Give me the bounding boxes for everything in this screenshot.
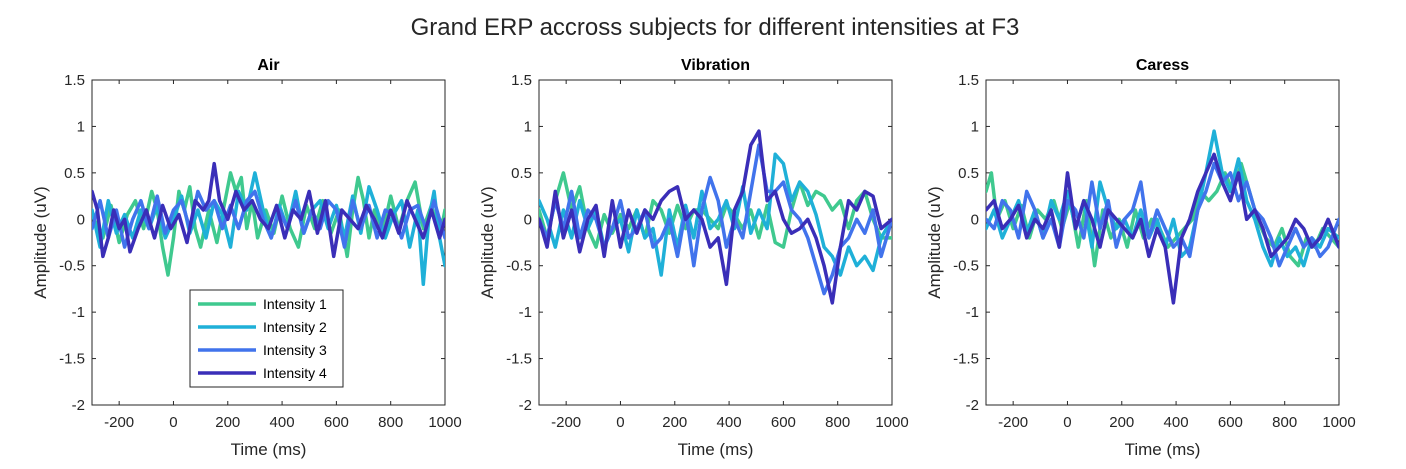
x-tick-label: 1000 bbox=[875, 414, 908, 431]
y-tick-label: 0.5 bbox=[958, 165, 979, 182]
panel-air: Air -200 0 200 400 600 800 1000 1.5 1 0.5 0 -0.5 -1 -1… bbox=[31, 57, 462, 459]
y-axis-label: Amplitude (uV) bbox=[31, 186, 50, 298]
y-tick-label: 0.5 bbox=[511, 165, 532, 182]
panel-title: Vibration bbox=[681, 57, 750, 74]
y-tick-label: 0 bbox=[77, 211, 85, 228]
legend-label-intensity-1: Intensity 1 bbox=[263, 296, 327, 312]
series-line-intensity-4 bbox=[92, 161, 445, 259]
y-axis-label: Amplitude (uV) bbox=[478, 186, 497, 298]
y-tick-label: -1 bbox=[519, 304, 532, 321]
x-tick-label: 600 bbox=[771, 414, 796, 431]
y-tick-label: 0.5 bbox=[64, 165, 85, 182]
y-tick-label: -0.5 bbox=[59, 258, 85, 275]
x-tick-label: -200 bbox=[104, 414, 134, 431]
x-tick-label: 800 bbox=[1272, 414, 1297, 431]
series-line-intensity-3 bbox=[986, 161, 1339, 268]
panel-vibration: Vibration -200 0 200 400 600 800 1000 1.5 1 0.5 0 -0… bbox=[478, 57, 909, 459]
panel-title: Air bbox=[257, 57, 279, 74]
panel-caress: Caress -200 0 200 400 600 800 1000 1.5 1 0.5 0 -0.5 -… bbox=[925, 57, 1356, 459]
x-tick-label: 0 bbox=[1063, 414, 1071, 431]
x-tick-label: 400 bbox=[1164, 414, 1189, 431]
x-tick-label: 0 bbox=[616, 414, 624, 431]
y-tick-label: -0.5 bbox=[506, 258, 532, 275]
x-tick-label: 600 bbox=[324, 414, 349, 431]
y-tick-label: -2 bbox=[966, 397, 979, 414]
y-tick-label: 1 bbox=[971, 118, 979, 135]
x-axis-label: Time (ms) bbox=[1125, 440, 1201, 459]
x-tick-label: -200 bbox=[998, 414, 1028, 431]
legend: Intensity 1 Intensity 2 Intensity 3 Intensi… bbox=[189, 289, 344, 388]
x-tick-label: 200 bbox=[662, 414, 687, 431]
y-tick-label: 1.5 bbox=[958, 72, 979, 89]
y-tick-label: -2 bbox=[72, 397, 85, 414]
x-axis-label: Time (ms) bbox=[231, 440, 307, 459]
legend-box bbox=[189, 289, 344, 388]
y-tick-label: -1 bbox=[966, 304, 979, 321]
x-tick-label: 400 bbox=[270, 414, 295, 431]
y-tick-label: -1.5 bbox=[506, 351, 532, 368]
x-tick-label: 200 bbox=[1109, 414, 1134, 431]
legend-label-intensity-3: Intensity 3 bbox=[263, 342, 327, 358]
legend-label-intensity-4: Intensity 4 bbox=[263, 365, 327, 381]
x-tick-label: 1000 bbox=[1322, 414, 1355, 431]
x-tick-label: 600 bbox=[1218, 414, 1243, 431]
figure-title: Grand ERP accross subjects for different… bbox=[411, 14, 1020, 41]
x-tick-label: -200 bbox=[551, 414, 581, 431]
panels: Air-200 0 200 400 600 800 10001.510.50-0.5-1-1… bbox=[31, 57, 1356, 459]
x-tick-label: 200 bbox=[215, 414, 240, 431]
legend-label-intensity-2: Intensity 2 bbox=[263, 319, 327, 335]
y-tick-label: 0 bbox=[524, 211, 532, 228]
y-tick-label: 0 bbox=[971, 211, 979, 228]
x-tick-label: 800 bbox=[378, 414, 403, 431]
x-tick-label: 1000 bbox=[428, 414, 461, 431]
x-tick-label: 800 bbox=[825, 414, 850, 431]
y-tick-label: 1.5 bbox=[511, 72, 532, 89]
panel-title: Caress bbox=[1136, 57, 1189, 74]
y-tick-label: -1.5 bbox=[59, 351, 85, 368]
y-tick-label: 1 bbox=[77, 118, 85, 135]
y-tick-label: 1 bbox=[524, 118, 532, 135]
x-tick-label: 400 bbox=[717, 414, 742, 431]
x-axis-label: Time (ms) bbox=[678, 440, 754, 459]
y-tick-label: -2 bbox=[519, 397, 532, 414]
y-tick-label: 1.5 bbox=[64, 72, 85, 89]
y-tick-label: -0.5 bbox=[953, 258, 979, 275]
series-line-intensity-4 bbox=[539, 129, 892, 305]
series-line-intensity-4 bbox=[986, 152, 1339, 305]
y-tick-label: -1 bbox=[72, 304, 85, 321]
y-axis-label: Amplitude (uV) bbox=[925, 186, 944, 298]
y-tick-label: -1.5 bbox=[953, 351, 979, 368]
x-tick-label: 0 bbox=[169, 414, 177, 431]
